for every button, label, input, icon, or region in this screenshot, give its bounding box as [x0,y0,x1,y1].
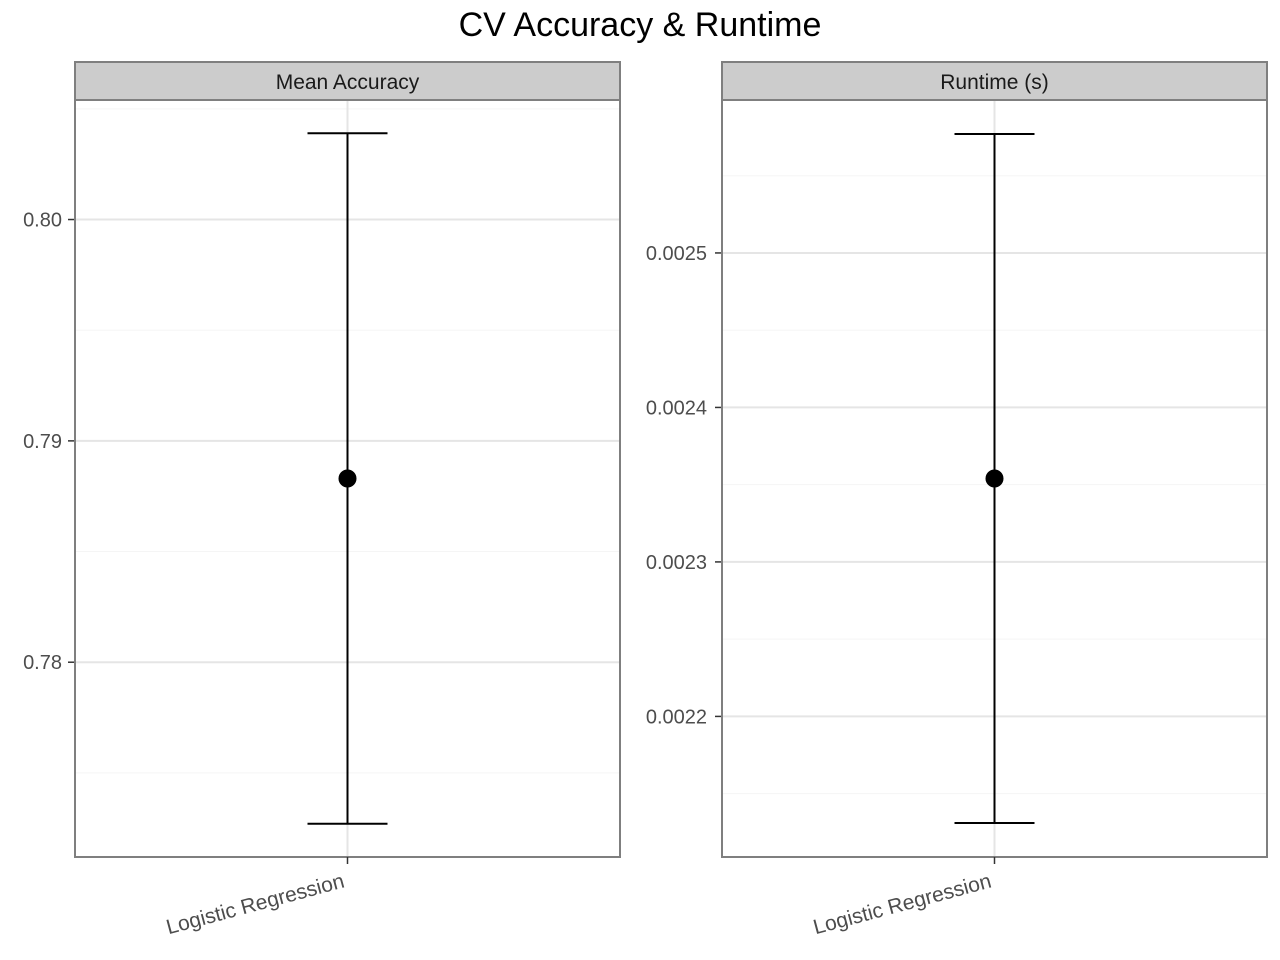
y-tick-label: 0.0024 [646,397,707,419]
facet-strip [74,61,621,101]
data-point [985,469,1004,488]
x-tick-label: Logistic Regression [811,870,994,940]
x-tick-label: Logistic Regression [164,870,347,940]
facet-strip [721,61,1268,101]
y-tick-label: 0.0025 [646,243,707,265]
y-tick-label: 0.0022 [646,706,707,728]
y-tick-label: 0.80 [23,210,62,232]
facet-strip-label: Mean Accuracy [276,71,420,94]
y-tick-label: 0.0023 [646,552,707,574]
y-tick-label: 0.78 [23,652,62,674]
data-point [338,469,357,488]
y-tick-label: 0.79 [23,431,62,453]
chart-title: CV Accuracy & Runtime [458,6,822,44]
facet-strip-label: Runtime (s) [940,71,1049,94]
